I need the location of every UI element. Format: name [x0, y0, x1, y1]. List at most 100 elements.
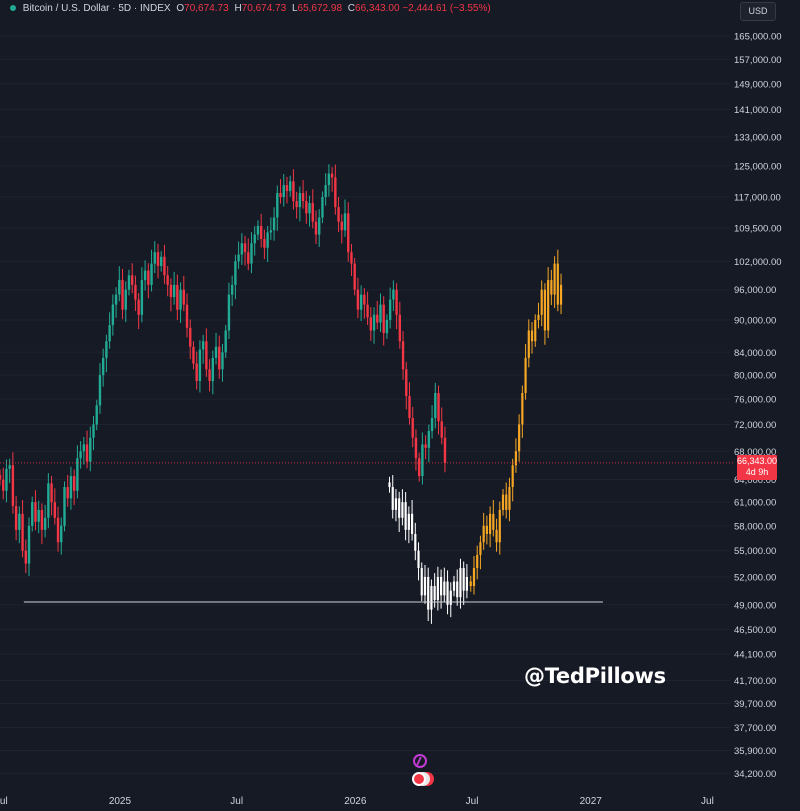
candle [472, 556, 476, 595]
candle-body [376, 314, 379, 323]
us-flag-icon[interactable] [412, 772, 434, 786]
candle [417, 542, 420, 581]
candle-body [105, 341, 108, 358]
candle [392, 280, 395, 311]
candle [469, 575, 472, 592]
candle-body [401, 341, 405, 370]
candle [492, 499, 495, 537]
x-tick-label: 2025 [109, 796, 132, 807]
candle-body [92, 424, 95, 438]
candle-body [89, 437, 92, 462]
candle-body [398, 314, 402, 342]
candle-body [124, 289, 127, 310]
candle-body [334, 177, 337, 208]
candle-body [414, 437, 418, 459]
candle-body [440, 421, 443, 438]
candle [218, 335, 221, 379]
candle [534, 314, 537, 347]
candle-body [421, 444, 424, 477]
candle-body [166, 275, 169, 285]
candle-body [201, 341, 205, 350]
candle-body [479, 542, 482, 555]
candle-body [514, 451, 518, 466]
candle-body [11, 465, 15, 507]
symbol-title[interactable]: Bitcoin / U.S. Dollar · 5D · INDEX [22, 3, 171, 14]
candle-body [208, 369, 211, 382]
candle [388, 476, 391, 493]
candle [420, 562, 423, 601]
y-tick-label: 76,000.00 [734, 395, 776, 406]
candle [547, 267, 550, 339]
candle-body [130, 275, 134, 285]
candle [398, 491, 401, 533]
candle-body [401, 502, 404, 518]
candle-body [189, 327, 192, 347]
candle [524, 344, 527, 400]
candle-body [234, 261, 237, 285]
candle [130, 263, 134, 294]
x-tick-label: 2026 [344, 796, 367, 807]
candle [114, 287, 118, 318]
current-price-tag: 66,343.00 4d 9h [737, 455, 777, 480]
candle-body [404, 502, 407, 530]
y-tick-label: 49,000.00 [734, 600, 776, 611]
candle [111, 294, 115, 336]
candle [31, 496, 34, 532]
candle [256, 220, 260, 241]
lightning-icon[interactable] [413, 754, 427, 768]
candle [153, 241, 156, 274]
candle [430, 405, 434, 439]
candle [501, 488, 505, 516]
open-label: O [176, 3, 185, 14]
candle [247, 238, 250, 271]
y-tick-label: 165,000.00 [734, 31, 782, 42]
candle [76, 445, 79, 499]
candle [27, 517, 31, 576]
candle [2, 467, 5, 500]
x-tick-label: Jul [0, 796, 8, 807]
candle-body [407, 513, 410, 530]
candle-body [394, 498, 398, 510]
candle-body [465, 576, 468, 591]
candle-body [518, 424, 521, 452]
candle-body [363, 294, 366, 305]
symbol-legend: Bitcoin / U.S. Dollar · 5D · INDEX O70,6… [6, 3, 491, 14]
candle-body [485, 525, 488, 534]
candle-body [427, 576, 430, 610]
candle-body [211, 357, 215, 382]
y-tick-label: 133,000.00 [734, 132, 782, 143]
candle-body [501, 494, 505, 510]
candle [550, 269, 553, 306]
candle [224, 324, 227, 358]
candle-body [353, 263, 356, 290]
candle-body [279, 193, 282, 198]
candle-body [5, 468, 8, 491]
candle [63, 481, 66, 532]
candle-body [392, 289, 395, 300]
x-tick-label: Jul [466, 796, 479, 807]
candle [514, 438, 518, 473]
candle-body [169, 284, 173, 298]
y-tick-label: 64,000.00 [734, 475, 776, 486]
candle [60, 517, 63, 555]
currency-button[interactable]: USD [740, 2, 776, 21]
candle-body [472, 568, 476, 587]
candle [82, 437, 86, 465]
y-tick-label: 68,000.00 [734, 447, 776, 458]
candle [169, 278, 173, 312]
candle-body [449, 590, 452, 605]
candle-body [437, 393, 440, 422]
candle [282, 174, 285, 207]
candle [0, 469, 2, 486]
candle-body [172, 284, 176, 298]
candle-body [31, 502, 34, 526]
candle-body [292, 181, 295, 202]
candle-body [521, 393, 524, 425]
candle-body [540, 289, 543, 315]
candle-body [417, 550, 420, 569]
open-value: 70,674.73 [184, 3, 229, 14]
candle [14, 495, 18, 541]
candle [266, 225, 269, 263]
candle [118, 266, 121, 302]
